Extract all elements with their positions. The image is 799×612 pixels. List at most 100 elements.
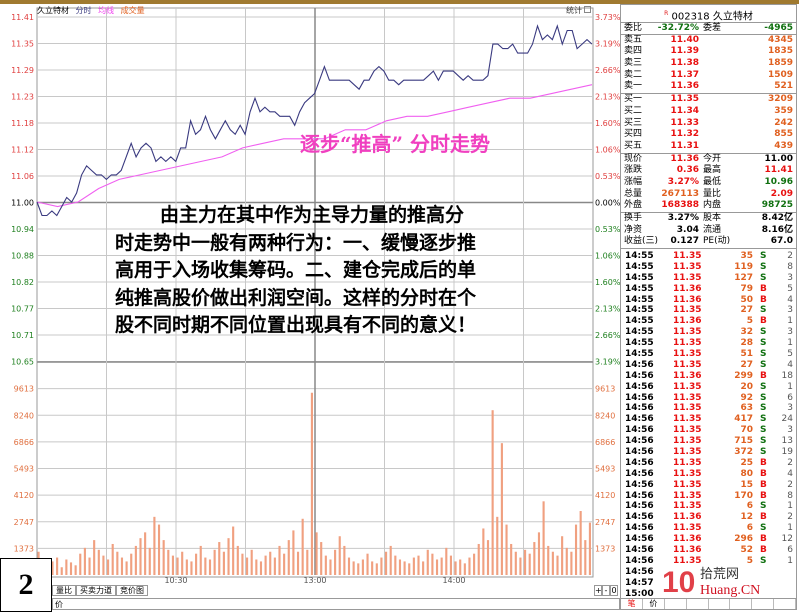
quote-row: 卖二 11.37 1509 xyxy=(621,70,796,82)
overlay-paragraph: 由主力在其中作为主导力量的推高分 时走势中一般有两种行为：一、缓慢逐步推 高用于… xyxy=(115,202,585,340)
trade-side: S xyxy=(760,261,767,272)
volume-bar xyxy=(371,561,374,575)
time-label: 14:00 xyxy=(442,576,465,585)
trade-side: B xyxy=(760,468,767,479)
trade-time: 14:56 xyxy=(625,403,654,414)
value: 11.35 xyxy=(670,94,699,105)
trade-side: B xyxy=(760,370,767,381)
trade-price: 11.35 xyxy=(673,479,702,490)
trade-volume: 372 xyxy=(734,447,753,458)
volume-bar xyxy=(301,518,304,575)
trade-side: S xyxy=(760,414,767,425)
panel-tab[interactable]: 笔 xyxy=(621,599,643,609)
volume-bar xyxy=(315,532,318,575)
volume-bar xyxy=(588,522,591,575)
volume-bar xyxy=(185,559,188,575)
volume-bar xyxy=(74,565,77,575)
trade-price: 11.35 xyxy=(673,392,702,403)
trade-row: 14:56 11.36 296 B 12 xyxy=(621,534,796,545)
pct-tick-label: 3.19% xyxy=(595,40,620,49)
value: 4345 xyxy=(767,34,793,45)
volume-bar xyxy=(510,543,513,575)
stats-button[interactable]: 统计 xyxy=(566,6,582,15)
paragraph-line: 由主力在其中作为主导力量的推高分 xyxy=(160,204,465,226)
trade-row: 14:56 11.35 5 S 1 xyxy=(621,556,796,567)
volume-tick-label-right: 1373 xyxy=(595,544,615,553)
label: 买五 xyxy=(624,140,643,151)
time-label: 10:30 xyxy=(164,576,187,585)
trade-ticks[interactable]: 14:55 11.35 35 S 2 14:55 11.35 119 S 8 1… xyxy=(621,251,796,600)
trade-time: 14:56 xyxy=(625,370,654,381)
volume-bar xyxy=(208,559,212,575)
trade-count: 13 xyxy=(781,436,793,447)
panel-tabs: 笔价 xyxy=(621,598,796,609)
trade-count: 6 xyxy=(787,392,793,403)
trade-row: 14:55 11.35 127 S 3 xyxy=(621,273,796,284)
bottom-tab-price[interactable]: 价 xyxy=(52,598,620,610)
value: 168388 xyxy=(661,200,699,211)
trade-volume: 127 xyxy=(734,272,753,283)
panel-tab[interactable] xyxy=(730,599,753,609)
panel-tab[interactable] xyxy=(752,599,775,609)
panel-tab[interactable] xyxy=(774,599,796,609)
trade-time: 14:56 xyxy=(625,447,654,458)
volume-bar xyxy=(357,563,360,575)
paragraph-line: 高用于入场收集筹码。二、建仓完成后的单 xyxy=(115,259,477,281)
zoom-in-button[interactable]: + xyxy=(594,585,602,596)
label: 涨跌 xyxy=(624,165,643,176)
trade-count: 3 xyxy=(787,425,793,436)
panel-tab[interactable] xyxy=(687,599,709,609)
value: -32.72% xyxy=(657,23,699,33)
panel-header: R 002318 久立特材 xyxy=(621,5,796,23)
label: 卖四 xyxy=(624,46,643,57)
volume-bar xyxy=(551,551,554,575)
value: 855 xyxy=(774,129,793,140)
trade-side: B xyxy=(760,490,767,501)
volume-bar xyxy=(486,540,490,575)
volume-bar xyxy=(459,559,462,575)
trade-side: B xyxy=(760,457,767,468)
trade-side: S xyxy=(760,305,767,316)
value: 1509 xyxy=(767,69,793,80)
trade-count: 1 xyxy=(787,523,793,534)
price-tick-label: 10.88 xyxy=(11,252,34,261)
volume-bar xyxy=(338,536,341,575)
volume-tick-label-right: 6866 xyxy=(595,438,615,447)
intraday-chart[interactable]: 11.41 3.73% 11.35 3.19% 11.29 2.66% 11.23 2.13%… xyxy=(0,0,620,612)
tab-buy-sell-force[interactable]: 买卖力道 xyxy=(76,585,116,596)
label: 委差 xyxy=(703,23,722,33)
trade-side: S xyxy=(760,359,767,370)
tab-volume-ratio[interactable]: 量比 xyxy=(52,585,76,596)
volume-bar xyxy=(222,551,225,575)
slide-number: 2 xyxy=(0,558,52,612)
trade-time: 14:56 xyxy=(625,457,654,468)
tab-auction[interactable]: 竞价图 xyxy=(116,585,148,596)
trade-row: 14:56 11.35 92 S 6 xyxy=(621,393,796,404)
maximize-icon[interactable] xyxy=(584,6,591,13)
trade-count: 5 xyxy=(787,349,793,360)
label: 净资 xyxy=(624,224,643,235)
trade-row: 14:55 11.35 27 S 3 xyxy=(621,305,796,316)
trade-side: S xyxy=(760,425,767,436)
weibi-row: 委比 -32.72% 委差 -4965 xyxy=(621,23,796,35)
zoom-out-button[interactable]: - xyxy=(602,585,610,596)
trade-count: 12 xyxy=(781,534,793,545)
value: 2.09 xyxy=(770,188,793,199)
panel-tab[interactable] xyxy=(665,599,687,609)
volume-bar xyxy=(408,563,411,575)
panel-tab[interactable] xyxy=(709,599,731,609)
trade-side: S xyxy=(760,272,767,283)
value: 3.27% xyxy=(667,176,699,187)
trade-time: 14:55 xyxy=(625,272,654,283)
volume-bar xyxy=(570,551,573,575)
zoom-reset-button[interactable]: 0 xyxy=(610,585,618,596)
panel-tab[interactable]: 价 xyxy=(643,599,665,609)
trade-time: 14:56 xyxy=(625,468,654,479)
volume-tick-label-right: 4120 xyxy=(595,491,615,500)
label: 量比 xyxy=(703,188,722,199)
mode-label[interactable]: 分时 xyxy=(75,6,92,15)
volume-bar xyxy=(153,516,156,575)
volume-bar xyxy=(561,536,564,575)
volume-bar xyxy=(514,551,517,575)
value: 0.127 xyxy=(670,236,699,247)
